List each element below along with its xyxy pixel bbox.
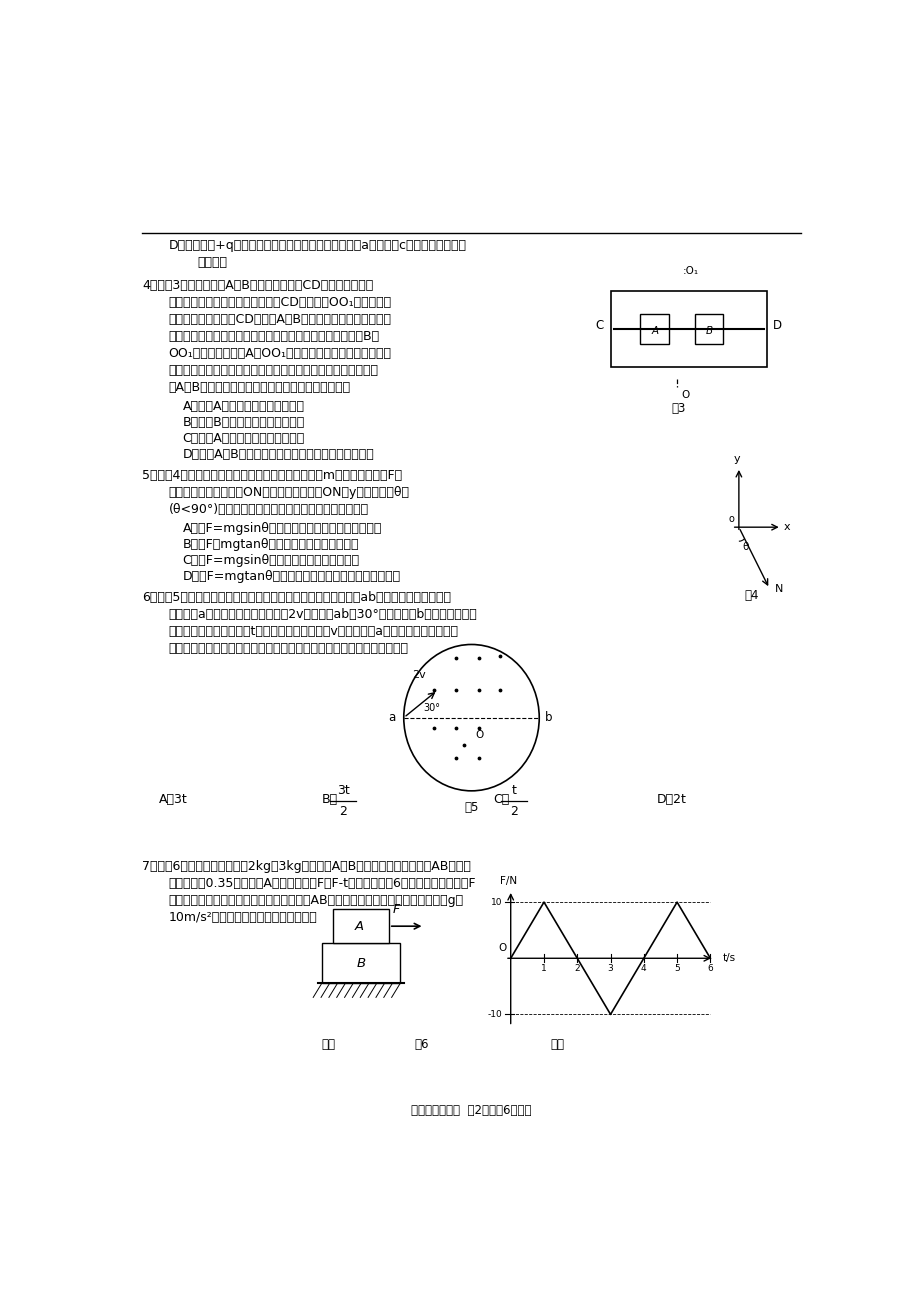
Text: 5: 5 [674,965,679,974]
Text: x: x [783,522,789,533]
Text: θ: θ [742,542,748,552]
Text: 10m/s²），则下列说法正确的是（　）: 10m/s²），则下列说法正确的是（ ） [168,911,317,924]
Text: (θ<90°)，不计空气阻力，则以下说法正确的是（　）: (θ<90°)，不计空气阻力，则以下说法正确的是（ ） [168,503,369,516]
Text: D．2t: D．2t [656,793,686,806]
Text: F/N: F/N [499,876,516,887]
Text: B．当F＝mgtanθ时，质点的机械能可能增加: B．当F＝mgtanθ时，质点的机械能可能增加 [183,538,358,551]
Text: C．物块A受到的合外力一直在增大: C．物块A受到的合外力一直在增大 [183,432,305,445]
Text: C: C [595,319,603,332]
Text: 一定最大: 一定最大 [197,256,227,270]
Text: 30°: 30° [424,703,440,712]
Text: 2v: 2v [412,669,425,680]
Text: A．当F=mgsinθ时，质点的机械能守恒，动能不变: A．当F=mgsinθ时，质点的机械能守恒，动能不变 [183,522,381,535]
Text: B: B [356,957,365,970]
Text: F: F [391,904,399,917]
Text: a: a [388,711,395,724]
Ellipse shape [403,644,539,790]
Text: B．: B． [322,793,337,806]
Text: A．3t: A．3t [159,793,187,806]
Text: 4: 4 [641,965,646,974]
Text: A: A [651,326,658,336]
Text: 2: 2 [573,965,580,974]
Text: D．物块A、B受到的合外力之比随着转速的增大而增大: D．物块A、B受到的合外力之比随着转速的增大而增大 [183,448,374,461]
Text: C．当F=mgsinθ时，质点的机械能一定增加: C．当F=mgsinθ时，质点的机械能一定增加 [183,555,359,568]
Text: 3t: 3t [336,784,349,797]
Text: A: A [355,919,364,932]
Text: 10: 10 [490,897,502,906]
Text: OO₁轴的距离为物块A到OO₁轴的距离的两倍，现让该装置从: OO₁轴的距离为物块A到OO₁轴的距离的两倍，现让该装置从 [168,346,391,359]
Text: 【高三物理试题  第2页（共6页）】: 【高三物理试题 第2页（共6页）】 [411,1104,531,1117]
Text: 两物块质量相等，杆CD对物块A、B的最大静摩擦力大小相等，: 两物块质量相等，杆CD对物块A、B的最大静摩擦力大小相等， [168,312,391,326]
Text: 图乙: 图乙 [550,1039,563,1052]
Bar [333,909,389,943]
Text: b: b [544,711,551,724]
Text: O: O [680,389,688,400]
Text: 6: 6 [707,965,712,974]
Text: -10: -10 [487,1010,502,1019]
Text: 5．如图4所示为竖直平面内的直角坐标系，一质量为m的质点，在恒力F和: 5．如图4所示为竖直平面内的直角坐标系，一质量为m的质点，在恒力F和 [142,469,402,482]
Text: A．物块A受到的静摩擦力一直增大: A．物块A受到的静摩擦力一直增大 [183,400,304,413]
Text: t/s: t/s [721,953,735,963]
Text: 作用下由静止开始运动（在运动过程中认为AB间的最大静摩擦力等于滑动摩擦力，g取: 作用下由静止开始运动（在运动过程中认为AB间的最大静摩擦力等于滑动摩擦力，g取 [168,894,463,907]
Text: 2: 2 [510,805,517,818]
Text: D．将点电荷+q在球面上任意两点之间移动，从球面上a点移动到c点的电势能变化量: D．将点电荷+q在球面上任意两点之间移动，从球面上a点移动到c点的电势能变化量 [168,240,466,253]
Bar [322,943,400,983]
Text: 图4: 图4 [743,590,758,603]
Text: o: o [727,514,733,525]
Text: 电粒子从a点射入磁场，速度大小为2v，方向与ab成30°角时恰好从b点飞出磁场，粒: 电粒子从a点射入磁场，速度大小为2v，方向与ab成30°角时恰好从b点飞出磁场，… [168,608,477,621]
Text: N: N [775,583,783,594]
Text: :O₁: :O₁ [682,266,698,276]
Text: y: y [732,454,739,464]
Text: 1: 1 [540,965,546,974]
Text: C．: C． [493,793,508,806]
Text: B: B [705,326,711,336]
Bar [610,290,766,367]
Text: O: O [497,943,505,953]
Text: O: O [475,729,483,740]
Text: 4．如图3所示，两物块A、B套在水平粗糙的CD杆上，并用不可: 4．如图3所示，两物块A、B套在水平粗糙的CD杆上，并用不可 [142,279,373,292]
Text: D: D [772,319,781,332]
Text: 图甲: 图甲 [322,1039,335,1052]
Text: 3: 3 [607,965,613,974]
Text: 子在磁场中运动的时间为t；若仅将速度大小改为v，粒子仍从a点射入磁场（入射方向: 子在磁场中运动的时间为t；若仅将速度大小改为v，粒子仍从a点射入磁场（入射方向 [168,625,458,638]
Bar [694,314,722,344]
Text: 图3: 图3 [670,402,685,415]
Text: 伸长的轻绳连接，整个装置能绕过CD中点的轴OO₁转动，已知: 伸长的轻绳连接，整个装置能绕过CD中点的轴OO₁转动，已知 [168,296,391,309]
Text: 图6: 图6 [414,1039,428,1052]
Text: 7．如图6甲所示，质量分别为2kg和3kg的两物体A、B叠放在光滑水平面上，AB间的动: 7．如图6甲所示，质量分别为2kg和3kg的两物体A、B叠放在光滑水平面上，AB… [142,861,471,874]
Text: 静止开始转动，使转速逐渐增大，在从绳子处于自然长度到两物: 静止开始转动，使转速逐渐增大，在从绳子处于自然长度到两物 [168,363,378,376]
Bar [640,314,668,344]
Text: D．当F=mgtanθ时，质点的机械能守恒，动能一定增加: D．当F=mgtanθ时，质点的机械能守恒，动能一定增加 [183,570,401,583]
Text: 开始时绳子处于自然长度（绳子恰好伸直但无弹力），物块B到: 开始时绳子处于自然长度（绳子恰好伸直但无弹力），物块B到 [168,329,380,342]
Text: 重力的作用下，沿直线ON斜向下运动，直线ON与y轴负方向成θ角: 重力的作用下，沿直线ON斜向下运动，直线ON与y轴负方向成θ角 [168,486,409,499]
Text: 不变），则粒子在磁场中运动的时间为（不计带电粒子所受重力）（　）: 不变），则粒子在磁场中运动的时间为（不计带电粒子所受重力）（ ） [168,642,408,655]
Text: 图5: 图5 [464,801,478,814]
Text: 块A、B即将滑动的过程中，下列说法正确的是（　）: 块A、B即将滑动的过程中，下列说法正确的是（ ） [168,380,350,393]
Text: 2: 2 [339,805,346,818]
Text: B．物块B受到的静摩擦力一直增大: B．物块B受到的静摩擦力一直增大 [183,415,305,428]
Text: 摩擦因数为0.35，对物体A施加一水平力F，F-t关系图象如图6乙所示，两物体在力F: 摩擦因数为0.35，对物体A施加一水平力F，F-t关系图象如图6乙所示，两物体在… [168,878,475,891]
Text: t: t [511,784,516,797]
Text: 6．如图5所示，在圆形区域内，存在垂直纸面向外的匀强磁场，ab是圆的一条直径，一带: 6．如图5所示，在圆形区域内，存在垂直纸面向外的匀强磁场，ab是圆的一条直径，一… [142,591,450,604]
